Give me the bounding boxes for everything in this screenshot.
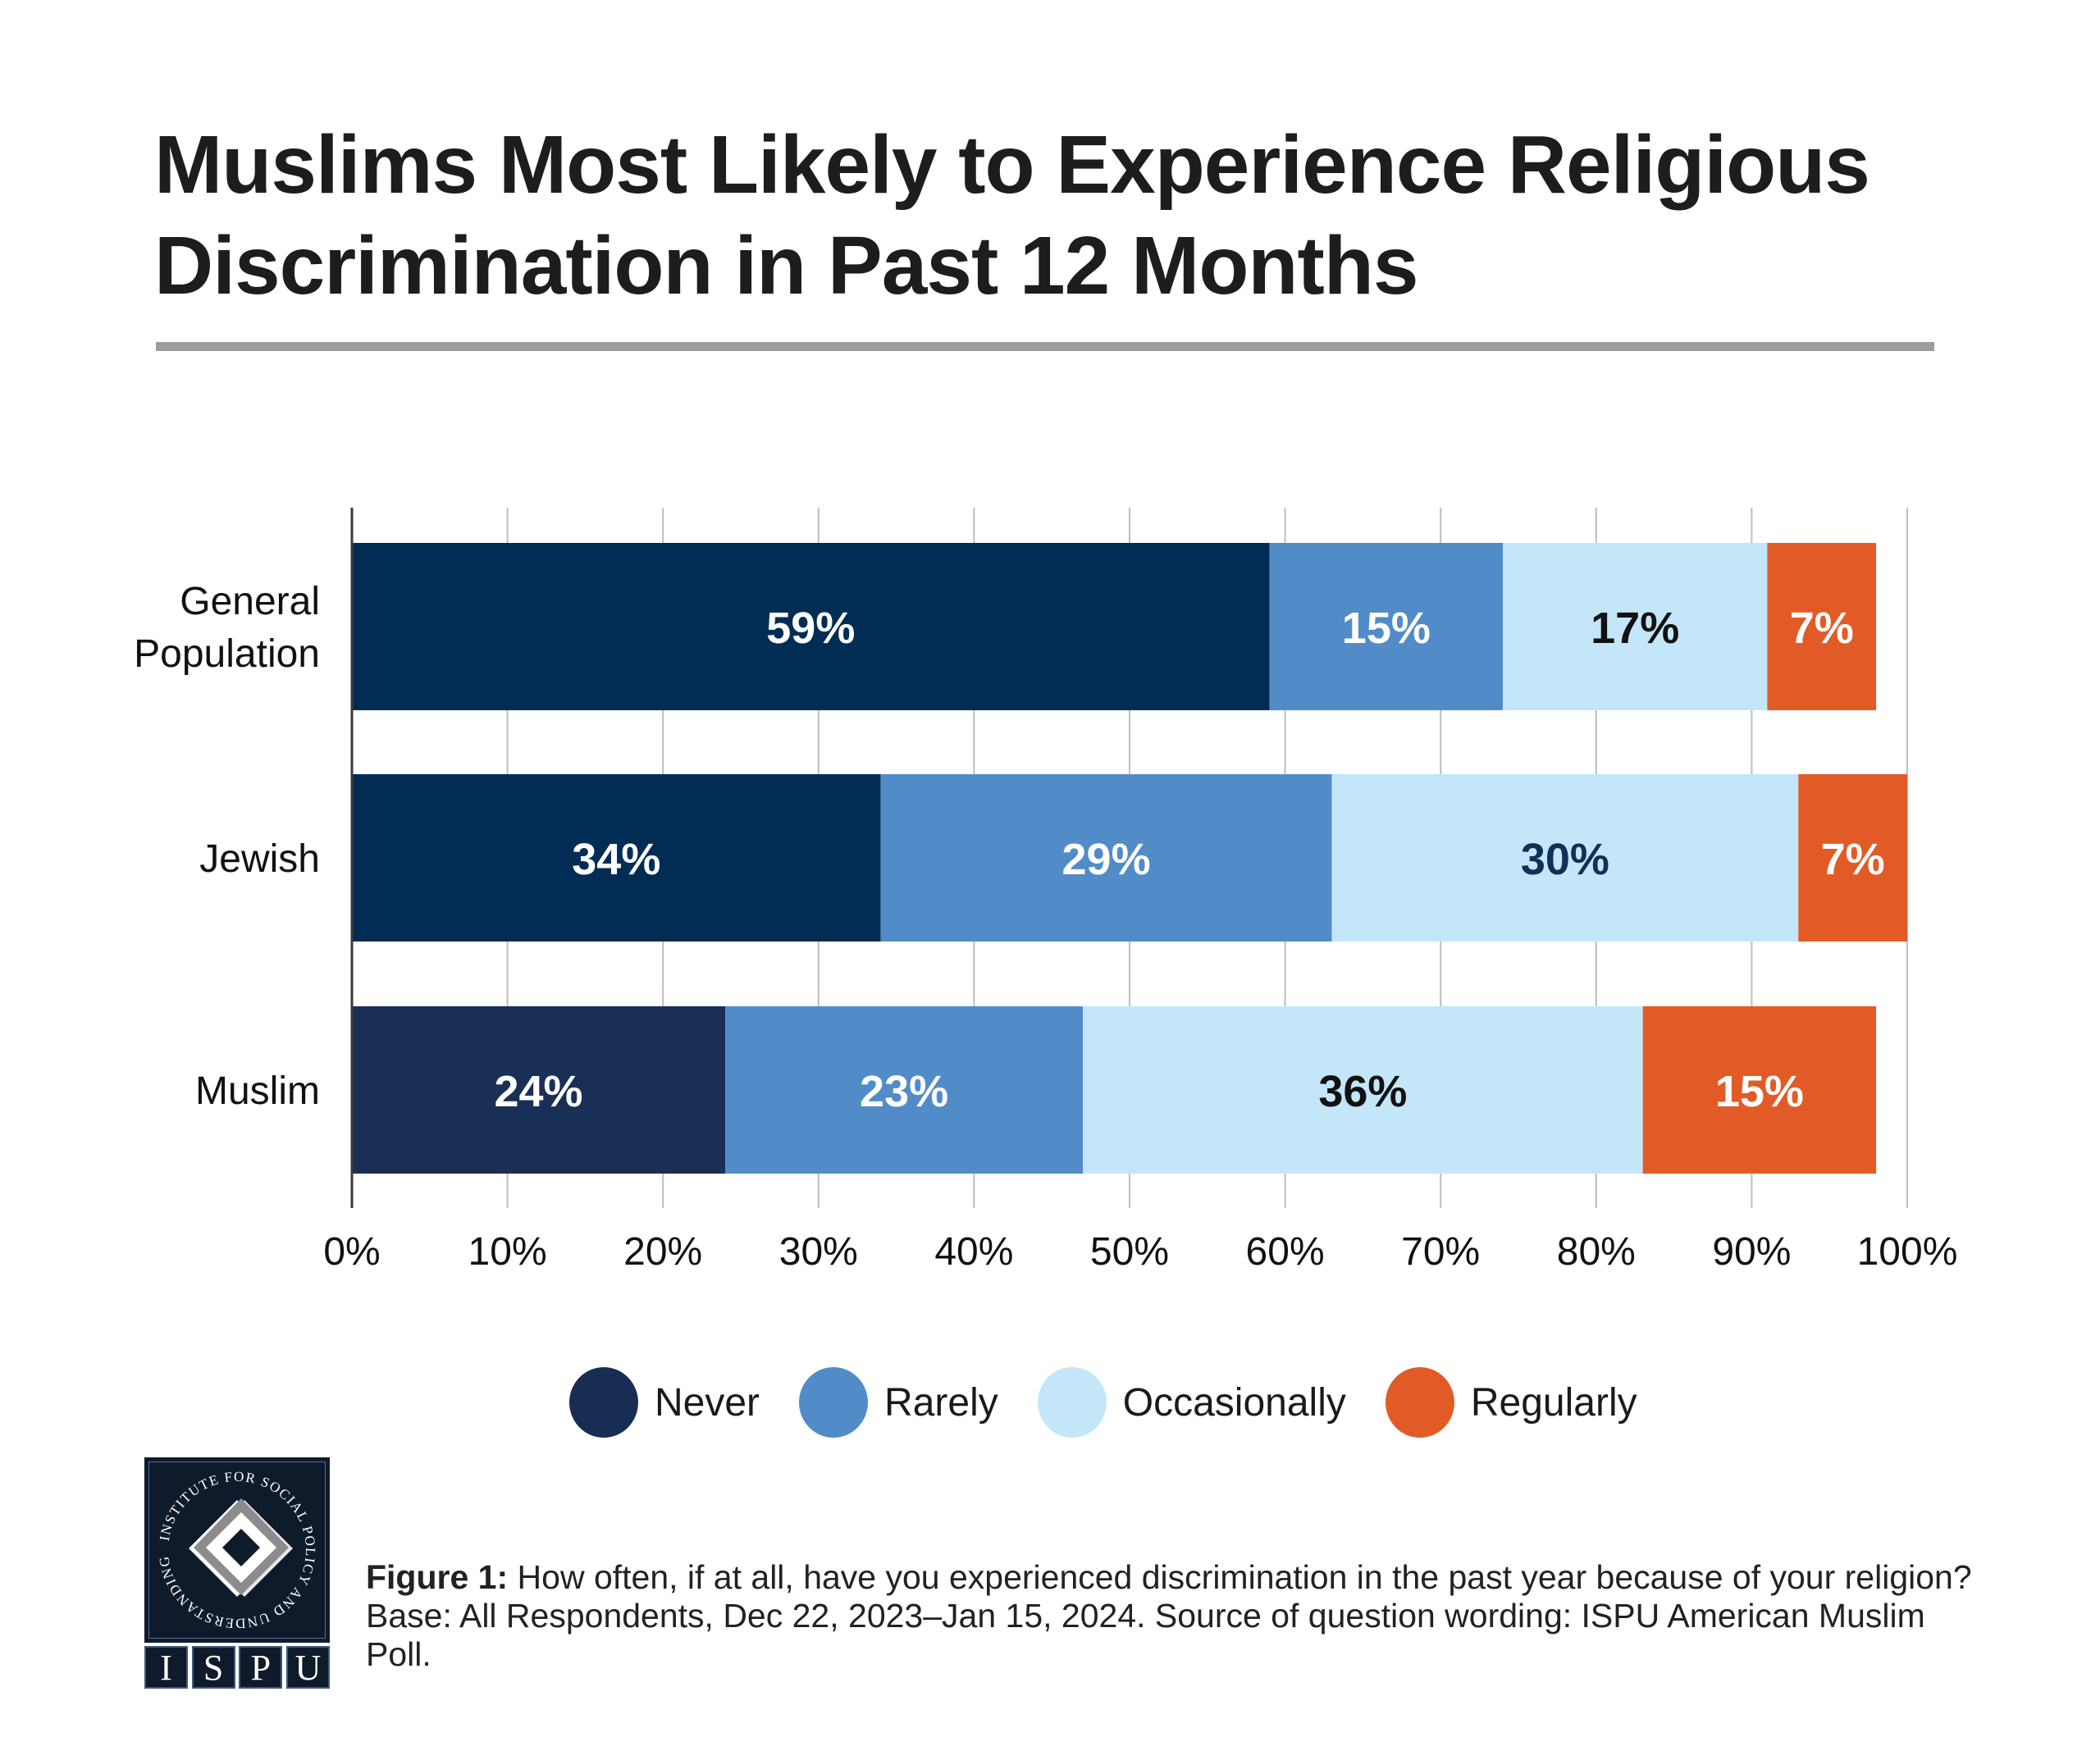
x-tick-label: 10% [468,1230,547,1274]
data-label: 23% [860,1067,948,1116]
bar-segment-never [352,543,1270,710]
x-tick-label: 50% [1090,1230,1169,1274]
bar-segment-rarely [1269,543,1504,710]
x-tick-label: 80% [1557,1230,1636,1274]
bar-row: 59% 15% 17% 7% [352,543,1877,710]
bar-row: 24% 23% 36% 15% [352,1006,1877,1174]
bar-segment-occasionally [1331,774,1799,942]
x-tick-labels: 0% 10% 20% 30% 40% 50% 60% 70% 80% 90% 100% [323,1230,1957,1274]
stacked-bar-chart: 59% 15% 17% 7% 34% 29% 30% 7% 24% 23% 36% 15% Gener… [134,508,1957,1274]
legend-item: Rarely [799,1367,998,1438]
logo-letter: U [285,1646,330,1689]
legend-label: Never [655,1380,760,1425]
legend-swatch [1385,1367,1454,1438]
legend-label: Rarely [884,1380,998,1425]
bar-segment-never [352,1006,726,1174]
logo-letter: I [144,1646,188,1689]
data-label: 17% [1591,604,1679,653]
category-label: Muslim [195,1069,320,1113]
logo-letter: S [191,1646,235,1689]
bar-segment-occasionally [1083,1006,1643,1174]
logo-letter: P [239,1646,283,1689]
legend-swatch [1037,1367,1107,1438]
legend-label: Regularly [1470,1380,1637,1425]
chart-title: Muslims Most Likely to Experience Religi… [154,115,1959,317]
figure-number: Figure 1: [366,1558,509,1596]
data-label: 15% [1342,604,1431,653]
legend-item: Regularly [1385,1367,1637,1438]
x-tick-label: 100% [1857,1230,1958,1274]
x-tick-label: 40% [934,1230,1013,1274]
chart-title-line-1: Muslims Most Likely to Experience Religi… [154,119,1870,211]
data-label: 36% [1318,1067,1407,1116]
bar-segment-regularly [1642,1006,1877,1174]
data-label: 7% [1821,835,1885,884]
chart-title-line-2: Discrimination in Past 12 Months [154,220,1419,312]
x-tick-label: 90% [1712,1230,1791,1274]
x-tick-label: 30% [779,1230,858,1274]
title-divider [156,342,1934,351]
data-label: 24% [494,1067,582,1116]
data-label: 7% [1790,604,1854,653]
data-label: 30% [1521,835,1609,884]
bar-segment-rarely [880,774,1332,942]
data-label: 59% [766,604,855,653]
legend-swatch [569,1367,638,1438]
bar-segment-regularly [1767,543,1877,710]
diamond-emblem-icon: INSTITUTE FOR SOCIAL POLICY AND UNDERSTA… [156,1469,317,1631]
bar-segment-regularly [1798,774,1907,942]
figure-caption: Figure 1: How often, if at all, have you… [366,1558,1998,1674]
category-label: Jewish [199,837,320,881]
bar-segment-never [352,774,881,942]
legend-swatch [799,1367,869,1438]
x-tick-label: 60% [1246,1230,1325,1274]
bar-segment-rarely [725,1006,1084,1174]
legend: Never Rarely Occasionally Regularly [569,1367,1677,1438]
legend-item: Never [569,1367,760,1438]
x-tick-label: 20% [623,1230,702,1274]
bar-row: 34% 29% 30% 7% [352,774,1907,942]
legend-item: Occasionally [1037,1367,1346,1438]
legend-label: Occasionally [1122,1380,1346,1425]
figure-caption-text: How often, if at all, have you experienc… [366,1558,1972,1673]
logo-emblem: INSTITUTE FOR SOCIAL POLICY AND UNDERSTA… [144,1457,330,1643]
data-label: 34% [572,835,660,884]
data-label: 29% [1062,835,1151,884]
data-label: 15% [1715,1067,1804,1116]
category-label: General Population [134,580,320,676]
x-tick-label: 70% [1401,1230,1480,1274]
category-labels: General Population Jewish Muslim [134,580,320,1113]
ispu-logo: INSTITUTE FOR SOCIAL POLICY AND UNDERSTA… [144,1457,330,1689]
x-tick-label: 0% [323,1230,380,1274]
bar-segment-occasionally [1503,543,1768,710]
bars: 59% 15% 17% 7% 34% 29% 30% 7% 24% 23% 36% 15% [352,543,1907,1174]
